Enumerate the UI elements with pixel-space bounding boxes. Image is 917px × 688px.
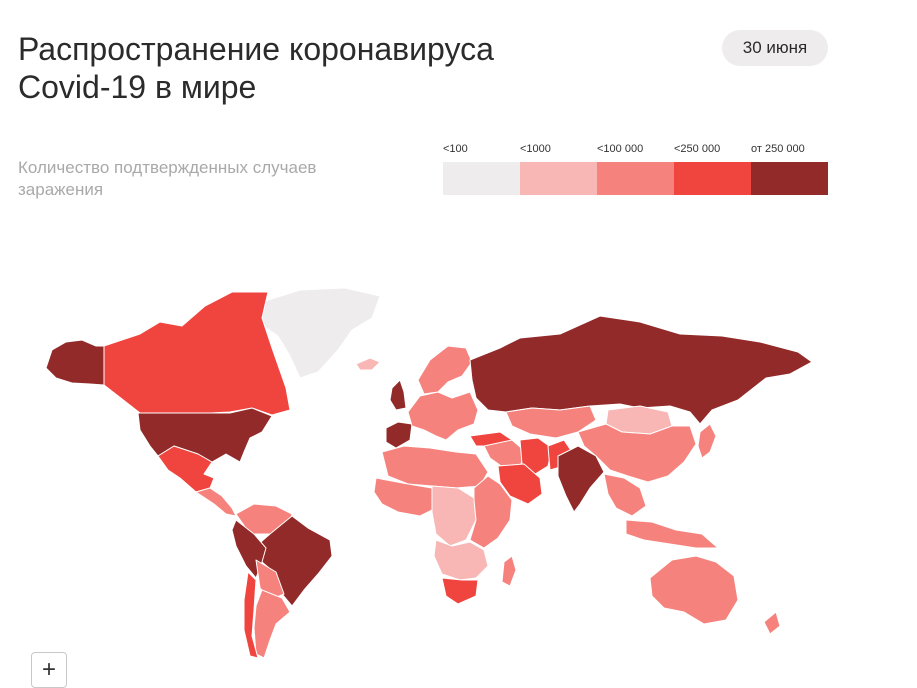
- legend-item-0: <100: [443, 143, 520, 195]
- region-southern-africa[interactable]: [433, 539, 489, 581]
- region-usa[interactable]: [137, 407, 273, 463]
- world-map[interactable]: [0, 270, 917, 681]
- legend-item-3: <250 000: [674, 143, 751, 195]
- region-saudi-arabia[interactable]: [497, 463, 543, 505]
- region-uk[interactable]: [389, 379, 407, 411]
- legend-label: <1000: [520, 143, 551, 155]
- region-kazakhstan-central-asia[interactable]: [505, 405, 597, 439]
- region-indonesia[interactable]: [625, 519, 719, 549]
- legend-item-2: <100 000: [597, 143, 674, 195]
- legend-swatch: [674, 162, 751, 195]
- world-map-svg[interactable]: [0, 270, 917, 681]
- legend-item-1: <1000: [520, 143, 597, 195]
- region-southeast-asia[interactable]: [603, 473, 647, 517]
- region-west-africa[interactable]: [373, 477, 437, 517]
- page-title: Распространение коронавируса Covid-19 в …: [18, 31, 494, 105]
- legend-caption: Количество подтвержденных случаев зараже…: [18, 158, 317, 199]
- region-central-america[interactable]: [195, 487, 237, 517]
- region-scandinavia[interactable]: [417, 345, 473, 395]
- region-middle-east[interactable]: [483, 439, 527, 469]
- date-badge: 30 июня: [722, 30, 828, 66]
- region-new-zealand[interactable]: [763, 611, 781, 635]
- region-mexico[interactable]: [157, 445, 215, 493]
- region-chile[interactable]: [243, 571, 259, 659]
- legend-swatch: [520, 162, 597, 195]
- region-india[interactable]: [557, 445, 605, 513]
- legend-swatch: [751, 162, 828, 195]
- region-china[interactable]: [577, 423, 697, 483]
- region-central-africa[interactable]: [431, 485, 477, 547]
- legend-swatch: [443, 162, 520, 195]
- legend-label: <100 000: [597, 143, 644, 155]
- legend-label: от 250 000: [751, 143, 805, 155]
- legend-item-4: от 250 000: [751, 143, 828, 195]
- region-iceland[interactable]: [355, 357, 381, 371]
- region-spain[interactable]: [385, 421, 413, 449]
- region-alaska[interactable]: [45, 339, 107, 386]
- zoom-in-button[interactable]: +: [31, 652, 67, 688]
- region-australia[interactable]: [649, 555, 739, 625]
- region-east-africa[interactable]: [469, 475, 513, 549]
- region-greenland[interactable]: [257, 287, 381, 379]
- region-canada[interactable]: [103, 291, 291, 416]
- legend-label: <250 000: [674, 143, 721, 155]
- region-madagascar[interactable]: [501, 555, 517, 587]
- region-argentina[interactable]: [253, 589, 291, 659]
- legend-label: <100: [443, 143, 468, 155]
- region-japan[interactable]: [697, 423, 717, 459]
- color-legend: <100 <1000 <100 000 <250 000 от 250 000: [443, 143, 828, 195]
- legend-swatch: [597, 162, 674, 195]
- region-europe[interactable]: [407, 391, 479, 441]
- region-south-africa[interactable]: [441, 577, 479, 605]
